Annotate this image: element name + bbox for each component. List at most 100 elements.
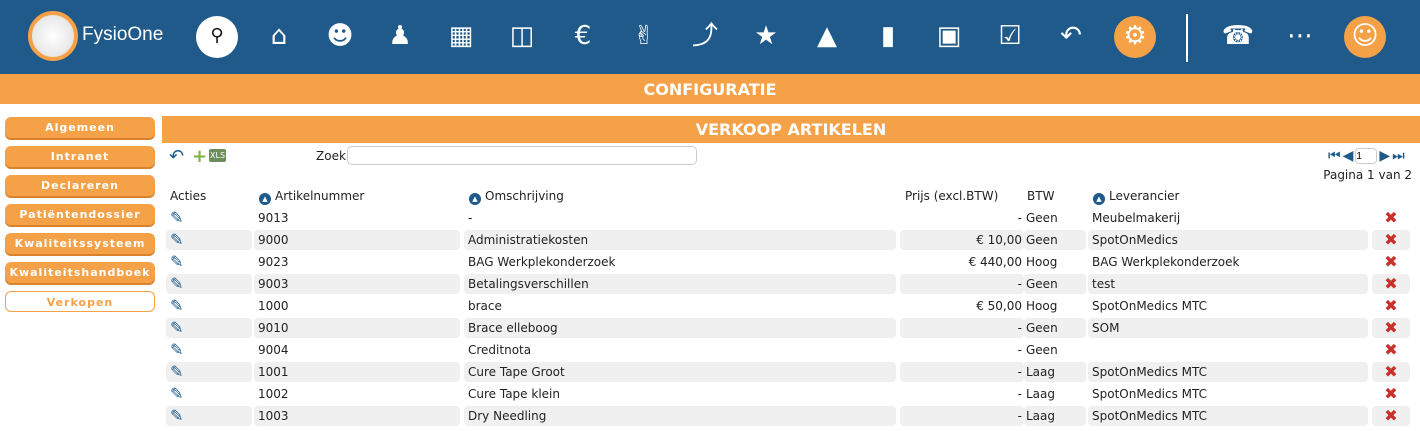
btw: Geen [1026, 343, 1058, 357]
back-icon[interactable]: ↶ [1060, 21, 1082, 51]
organization-icon[interactable]: ▲ [817, 21, 837, 51]
stats-icon[interactable]: ▮ [880, 21, 896, 51]
leverancier [1088, 340, 1368, 360]
logo-text[interactable]: FysioOne [82, 24, 164, 45]
artikelnummer: 9013 [258, 211, 289, 225]
delete-icon[interactable]: ✖ [1372, 318, 1410, 338]
sort-icon[interactable]: ▲ [469, 193, 481, 205]
leverancier: SOM [1088, 318, 1368, 338]
edit-icon[interactable]: ✎ [166, 274, 252, 294]
btw: Geen [1024, 318, 1086, 338]
exercise-icon[interactable]: ⤴ [691, 21, 718, 51]
prijs: - [900, 318, 1024, 338]
delete-icon[interactable]: ✖ [1372, 362, 1410, 382]
delete-icon[interactable]: ✖ [1384, 252, 1398, 271]
leverancier: SpotOnMedics MTC [1092, 299, 1208, 313]
edit-icon[interactable]: ✎ [166, 318, 252, 338]
sidebar-item-patientendossier[interactable]: Patiëntendossier [5, 204, 155, 225]
artikelnummer: 1002 [258, 387, 289, 401]
sidebar-item-declareren[interactable]: Declareren [5, 175, 155, 196]
delete-icon[interactable]: ✖ [1372, 230, 1410, 250]
delete-icon[interactable]: ✖ [1384, 384, 1398, 403]
sort-icon[interactable]: ▲ [1093, 193, 1105, 205]
first-page-icon[interactable]: ⏮ [1328, 148, 1341, 164]
btw: Geen [1024, 230, 1086, 250]
edit-icon[interactable]: ✎ [170, 340, 184, 359]
col-label: Leverancier [1109, 189, 1180, 203]
top-navigation: FysioOne ⚲ ⌂ ☻ ♟ ▦ ◫ € ✌ ⤴ ★ ▲ ▮ ▣ ☑ ↶ ⚙… [0, 0, 1420, 74]
divider [1186, 14, 1188, 62]
body-icon[interactable]: ★ [754, 21, 778, 51]
page-info: Pagina 1 van 2 [1323, 168, 1412, 182]
edit-icon[interactable]: ✎ [170, 208, 184, 227]
prijs: - [900, 274, 1024, 294]
checklist-icon[interactable]: ☑ [998, 21, 1022, 51]
finance-icon[interactable]: € [574, 21, 592, 51]
sort-icon[interactable]: ▲ [259, 193, 271, 205]
col-acties: Acties [170, 189, 207, 203]
omschrijving: Brace elleboog [464, 318, 896, 338]
search-input[interactable] [347, 146, 697, 165]
delete-icon[interactable]: ✖ [1384, 296, 1398, 315]
sidebar-item-kwaliteitssysteem[interactable]: Kwaliteitssysteem [5, 233, 155, 254]
handshake-icon[interactable]: ✌ [633, 21, 655, 51]
search-icon[interactable]: ⚲ [196, 16, 238, 58]
btw: Laag [1024, 406, 1086, 426]
edit-icon[interactable]: ✎ [166, 230, 252, 250]
table-row: ✎ 1001 Cure Tape Groot - Laag SpotOnMedics MT… [166, 362, 1410, 382]
omschrijving: - [468, 211, 473, 225]
delete-icon[interactable]: ✖ [1384, 208, 1398, 227]
prev-page-icon[interactable]: ◀ [1342, 148, 1354, 164]
calendar-icon[interactable]: ▦ [448, 21, 474, 51]
add-icon[interactable]: + [192, 146, 208, 167]
page-input[interactable] [1355, 148, 1378, 164]
delete-icon[interactable]: ✖ [1384, 340, 1398, 359]
users-icon[interactable]: ♟ [388, 21, 412, 51]
last-page-icon[interactable]: ⏭ [1392, 148, 1405, 164]
prijs: - [900, 406, 1024, 426]
sidebar-item-verkopen[interactable]: Verkopen [5, 291, 155, 312]
artikelnummer: 1000 [258, 299, 289, 313]
sidebar-item-intranet[interactable]: Intranet [5, 146, 155, 167]
table-row: ✎ 1000 brace € 50,00 Hoog SpotOnMedics MTC ✖ [166, 296, 1410, 316]
delete-icon[interactable]: ✖ [1372, 406, 1410, 426]
user-icon[interactable]: ☺ [1344, 16, 1386, 58]
col-artikelnummer[interactable]: ▲ Artikelnummer [259, 189, 364, 205]
btw: Geen [1024, 274, 1086, 294]
home-icon[interactable]: ⌂ [270, 21, 288, 51]
col-omschrijving[interactable]: ▲ Omschrijving [469, 189, 564, 205]
gear-icon[interactable]: ⚙ [1114, 16, 1156, 58]
logo-avatar[interactable] [28, 11, 78, 61]
edit-icon[interactable]: ✎ [166, 406, 252, 426]
pagination: ⏮ ◀ ▶ ⏭ [1328, 148, 1405, 164]
edit-icon[interactable]: ✎ [170, 252, 184, 271]
omschrijving: Creditnota [468, 343, 532, 357]
add-patient-icon[interactable]: ☻ [326, 21, 354, 51]
prijs: € 440,00 [968, 255, 1022, 269]
address-book-icon[interactable]: ▣ [936, 21, 962, 51]
btw: Laag [1026, 387, 1056, 401]
delete-icon[interactable]: ✖ [1372, 274, 1410, 294]
artikelnummer: 1003 [254, 406, 460, 426]
sidebar-item-kwaliteitshandboek[interactable]: Kwaliteitshandboek [5, 262, 155, 283]
xls-export-icon[interactable]: XLS [209, 149, 227, 162]
prijs: - [1017, 387, 1022, 401]
edit-icon[interactable]: ✎ [170, 384, 184, 403]
sidebar-item-algemeen[interactable]: Algemeen [5, 117, 155, 138]
omschrijving: Cure Tape Groot [464, 362, 896, 382]
more-icon[interactable]: ⋯ [1287, 21, 1313, 51]
leverancier: Meubelmakerij [1092, 211, 1181, 225]
leverancier: SpotOnMedics [1088, 230, 1368, 250]
edit-icon[interactable]: ✎ [170, 296, 184, 315]
prijs: - [1017, 211, 1022, 225]
back-icon[interactable]: ↶ [169, 146, 185, 167]
prijs: € 50,00 [976, 299, 1022, 313]
col-leverancier[interactable]: ▲ Leverancier [1093, 189, 1179, 205]
artikelnummer: 9000 [254, 230, 460, 250]
folder-icon[interactable]: ◫ [509, 21, 535, 51]
edit-icon[interactable]: ✎ [166, 362, 252, 382]
headset-icon[interactable]: ☎ [1221, 21, 1255, 51]
prijs: - [1017, 343, 1022, 357]
next-page-icon[interactable]: ▶ [1379, 148, 1391, 164]
prijs: € 10,00 [900, 230, 1024, 250]
